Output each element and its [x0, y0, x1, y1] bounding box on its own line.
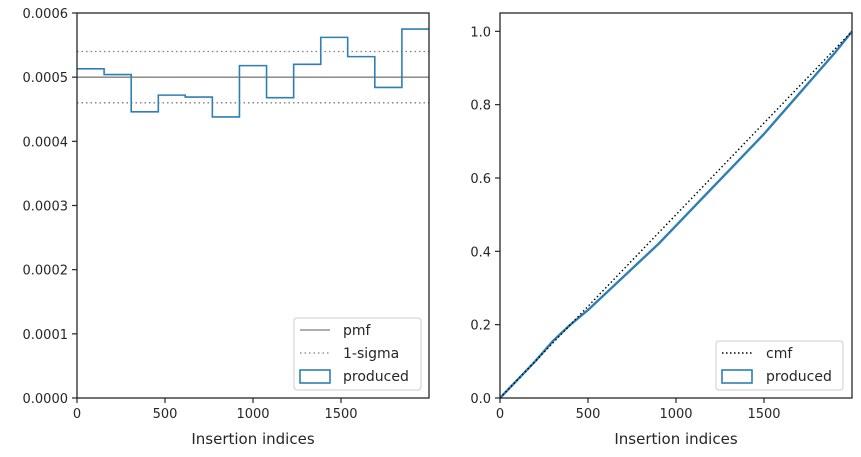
right-panel: 0 500 1000 1500 0.0 0.2 0.4 0.6 0.8 1.0 Insertio…: [470, 12, 853, 448]
left-x-tick-label: 1500: [324, 407, 357, 422]
right-plot-area: [500, 13, 852, 398]
left-legend-box: [293, 317, 422, 391]
left-y-tick-label: 0.0003: [23, 200, 69, 215]
legend-sigma-label: 1-sigma: [343, 346, 399, 362]
right-y-tick-label: 0.8: [470, 99, 491, 114]
right-x-tick-label: 500: [576, 407, 601, 422]
left-panel: 0 500 1000 1500 0.00000.00010.00020.00030.0…: [23, 7, 430, 448]
left-legend: pmf 1-sigma produced: [293, 317, 422, 391]
left-x-tick-label: 1000: [236, 407, 269, 422]
right-y-tick-label: 1.0: [470, 25, 491, 40]
left-y-ticks: 0.0000 0.0001 0.0002 0.0003 0.0004 0.0005 0.00…: [23, 7, 77, 407]
left-y-tick-label: 0.0006: [23, 7, 69, 22]
right-x-tick-label: 0: [496, 407, 504, 422]
left-y-tick-label: 0.0000: [23, 392, 69, 407]
right-x-ticks: 0 500 1000 1500: [496, 398, 781, 422]
produced-histogram: [77, 28, 429, 118]
right-x-tick-label: 1000: [659, 407, 692, 422]
legend-produced-swatch: [299, 369, 331, 384]
left-y-tick-label: 0.0001: [23, 328, 69, 343]
left-x-axis-label: Insertion indices: [191, 430, 314, 448]
right-y-tick-label: 0.2: [470, 319, 491, 334]
legend-pmf-label: pmf: [343, 323, 372, 339]
left-x-ticks: 0 500 1000 1500: [73, 398, 358, 422]
right-x-axis-label: Insertion indices: [614, 430, 737, 448]
legend-cmf-label: cmf: [766, 346, 793, 362]
right-y-tick-label: 0.6: [470, 172, 491, 187]
cmf-line: [499, 30, 853, 399]
right-y-ticks: 0.0 0.2 0.4 0.6 0.8 1.0: [470, 25, 500, 407]
right-y-tick-label: 0.0: [470, 392, 491, 407]
legend-produced-swatch: [721, 369, 753, 384]
left-x-tick-label: 0: [73, 407, 81, 422]
right-x-tick-label: 1500: [747, 407, 780, 422]
left-y-tick-label: 0.0002: [23, 264, 69, 279]
right-legend-box: [715, 340, 844, 391]
right-y-tick-label: 0.4: [470, 245, 491, 260]
left-y-tick-label: 0.0004: [23, 135, 69, 150]
legend-produced-label: produced: [343, 369, 409, 385]
left-x-tick-label: 500: [153, 407, 178, 422]
left-reference-lines: [77, 50, 429, 104]
right-legend: cmf produced: [715, 340, 844, 391]
produced-cumulative-line: [499, 30, 853, 399]
left-y-tick-label: 0.0005: [23, 71, 69, 86]
legend-produced-label: produced: [766, 369, 832, 385]
